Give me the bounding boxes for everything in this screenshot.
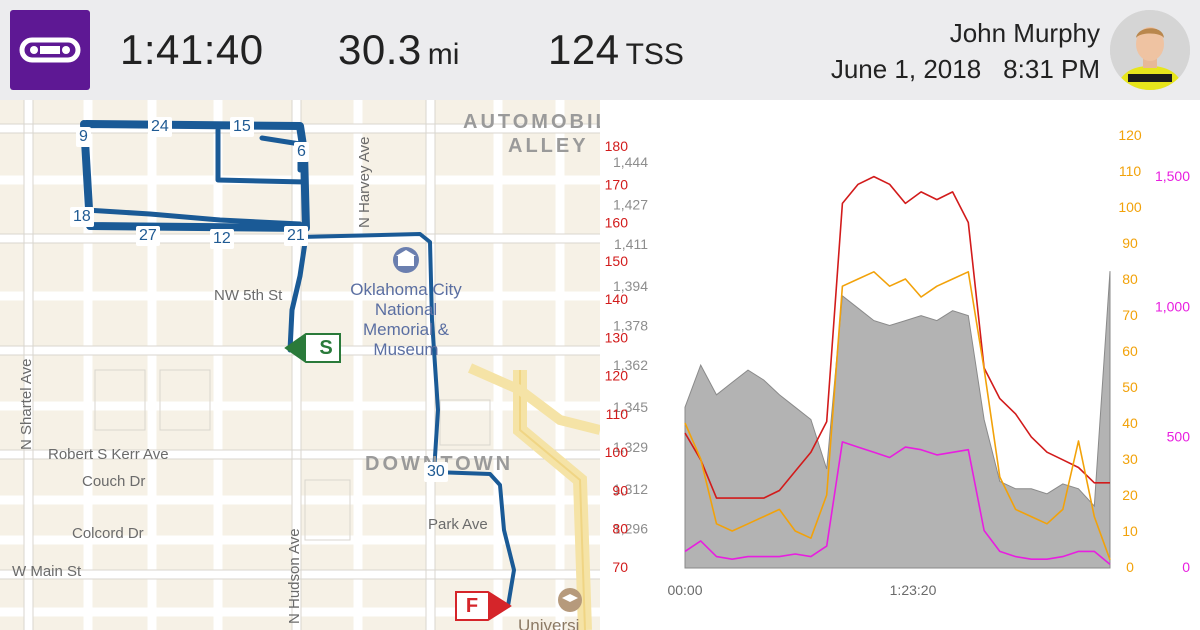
heart-rate-tick-label: 160 xyxy=(605,215,629,231)
elevation-tick-label: 1,362 xyxy=(613,357,648,373)
heart-rate-tick-label: 130 xyxy=(605,329,629,345)
ride-chart[interactable]: 1,444 1,427 1,411 1,394 1,378 1,362 1,345 1,329… xyxy=(600,100,1200,630)
mile-marker: 6 xyxy=(294,142,309,162)
area-label: ALLEY xyxy=(508,135,589,157)
cadence-series xyxy=(684,271,1111,561)
area-label: AUTOMOBILE xyxy=(463,111,600,133)
duration-stat: 1:41:40 xyxy=(120,26,264,74)
cadence-tick-label: 70 xyxy=(1122,307,1138,323)
route-map[interactable]: NW 5th St N Harvey Ave N Shartel Ave Rob… xyxy=(0,100,600,630)
ride-time: 8:31 PM xyxy=(1003,54,1100,84)
mile-marker: 30 xyxy=(424,462,448,482)
mile-marker: 12 xyxy=(210,229,234,249)
tss-unit: TSS xyxy=(625,38,684,71)
power-tick-label: 500 xyxy=(1167,429,1191,445)
elevation-tick-label: 1,411 xyxy=(614,236,648,252)
x-tick-label: 1:23:20 xyxy=(890,582,937,598)
ride-datetime: June 1, 2018 8:31 PM xyxy=(831,54,1100,85)
elevation-tick-label: 1,329 xyxy=(613,439,648,455)
street-label: NW 5th St xyxy=(214,287,283,304)
mile-marker: 9 xyxy=(76,127,91,147)
poi-label[interactable]: Oklahoma City National Memorial & Museum xyxy=(335,280,477,360)
power-tick-label: 1,000 xyxy=(1155,298,1190,314)
tss-value: 124 xyxy=(548,26,620,73)
elevation-tick-label: 1,345 xyxy=(613,399,648,415)
mile-marker: 18 xyxy=(70,207,94,227)
elevation-tick-label: 1,296 xyxy=(613,520,648,536)
heart-rate-tick-label: 110 xyxy=(606,406,629,422)
start-flag xyxy=(284,333,341,363)
heart-rate-tick-label: 150 xyxy=(605,253,629,269)
bike-chain-icon xyxy=(19,37,81,63)
street-label: Robert S Kerr Ave xyxy=(48,446,169,463)
university-icon xyxy=(558,588,582,612)
street-label: Park Ave xyxy=(428,516,488,533)
mile-marker: 27 xyxy=(136,226,160,246)
app-logo[interactable] xyxy=(10,10,90,90)
elevation-series xyxy=(684,271,1111,569)
area-label: Universi xyxy=(518,616,580,630)
cadence-tick-label: 120 xyxy=(1118,127,1142,143)
poi-line: National xyxy=(374,300,438,319)
cadence-tick-label: 110 xyxy=(1119,163,1142,179)
street-label: W Main St xyxy=(12,563,82,580)
heart-rate-tick-label: 140 xyxy=(605,291,629,307)
mile-marker: 24 xyxy=(148,117,172,137)
avatar[interactable] xyxy=(1110,10,1190,90)
street-label: N Hudson Ave xyxy=(286,528,303,624)
finish-flag xyxy=(455,591,512,621)
cadence-tick-label: 40 xyxy=(1122,415,1138,431)
heart-rate-tick-label: 90 xyxy=(612,482,628,498)
tss-stat: 124 TSS xyxy=(548,26,684,74)
ride-date: June 1, 2018 xyxy=(830,54,982,84)
elevation-tick-label: 1,378 xyxy=(613,318,648,334)
cadence-tick-label: 20 xyxy=(1122,487,1138,503)
user-name[interactable]: John Murphy xyxy=(949,18,1100,48)
poi-line: Museum xyxy=(373,340,439,359)
heart-rate-tick-label: 120 xyxy=(605,368,629,384)
cadence-tick-label: 30 xyxy=(1122,451,1138,467)
museum-icon xyxy=(393,247,419,273)
heart-rate-tick-label: 80 xyxy=(612,521,628,537)
mile-marker: 21 xyxy=(284,226,308,246)
user-photo xyxy=(1110,10,1190,90)
street-label: Couch Dr xyxy=(82,473,146,490)
chart-svg: 1,444 1,427 1,411 1,394 1,378 1,362 1,345 1,329… xyxy=(605,127,1191,598)
street-label: Colcord Dr xyxy=(72,525,144,542)
poi-line: Oklahoma City xyxy=(350,280,462,299)
heart-rate-tick-label: 170 xyxy=(605,176,629,192)
street-label: N Shartel Ave xyxy=(18,358,35,450)
cadence-tick-label: 80 xyxy=(1122,271,1138,287)
heart-rate-tick-label: 180 xyxy=(605,138,629,154)
elevation-tick-label: 1,427 xyxy=(613,196,648,212)
power-tick-label: 0 xyxy=(1182,559,1190,575)
elevation-tick-label: 1,394 xyxy=(613,278,648,294)
distance-stat: 30.3 mi xyxy=(338,26,459,74)
cadence-tick-label: 50 xyxy=(1122,379,1138,395)
street-label: N Harvey Ave xyxy=(356,136,373,228)
header-bar: 1:41:40 30.3 mi 124 TSS John Murphy June 1… xyxy=(0,0,1200,100)
cadence-tick-label: 90 xyxy=(1122,235,1138,251)
cadence-tick-label: 100 xyxy=(1118,199,1142,215)
x-tick-label: 00:00 xyxy=(667,582,702,598)
heart-rate-series xyxy=(684,175,1110,499)
mile-marker: 15 xyxy=(230,117,254,137)
distance-unit: mi xyxy=(427,38,460,71)
cadence-tick-label: 60 xyxy=(1122,343,1138,359)
cadence-tick-label: 10 xyxy=(1122,523,1138,539)
start-label: S xyxy=(319,337,333,359)
cadence-tick-label: 0 xyxy=(1126,559,1134,575)
heart-rate-tick-label: 100 xyxy=(605,444,629,460)
finish-label: F xyxy=(465,595,479,617)
elevation-tick-label: 1,312 xyxy=(613,481,648,497)
heart-rate-tick-label: 70 xyxy=(612,559,628,575)
power-series xyxy=(684,441,1111,566)
duration-value: 1:41:40 xyxy=(120,26,264,73)
distance-value: 30.3 xyxy=(338,26,422,73)
poi-line: Memorial & xyxy=(363,320,449,339)
power-tick-label: 1,500 xyxy=(1155,168,1190,184)
elevation-tick-label: 1,444 xyxy=(613,154,648,170)
